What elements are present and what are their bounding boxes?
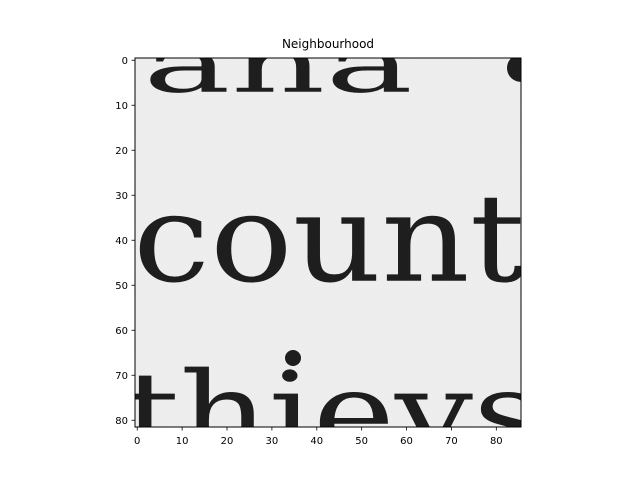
x-tick-label: 20: [221, 436, 234, 447]
image-grain: [135, 58, 521, 427]
image-text-line: count: [133, 168, 525, 310]
x-axis: 0 10 20 30 40 50 60 70 80: [134, 427, 503, 447]
y-axis: 0 10 20 30 40 50 60 70 80: [115, 56, 135, 427]
x-tick-label: 10: [176, 436, 189, 447]
image-text-line: ana: [143, 21, 413, 111]
image-area: ana count thievs: [124, 21, 544, 479]
plot-frame: [134, 57, 522, 428]
image-corner-blob: [507, 58, 521, 82]
image-dot: [285, 350, 301, 366]
chart-title: Neighbourhood: [282, 37, 374, 51]
x-tick-label: 40: [310, 436, 323, 447]
x-tick-label: 0: [134, 436, 140, 447]
x-tick-label: 50: [355, 436, 368, 447]
y-tick-label: 10: [115, 101, 128, 112]
y-tick-label: 20: [115, 146, 128, 157]
image-words: ana count thievs: [124, 21, 544, 479]
y-tick-label: 50: [115, 281, 128, 292]
y-tick-label: 40: [115, 236, 128, 247]
y-tick-label: 80: [115, 416, 128, 427]
image-text-line: thievs: [124, 349, 544, 479]
y-tick-label: 30: [115, 191, 128, 202]
x-tick-label: 70: [445, 436, 458, 447]
x-tick-label: 60: [400, 436, 413, 447]
y-tick-label: 0: [122, 56, 128, 67]
x-tick-label: 30: [266, 436, 279, 447]
y-tick-label: 70: [115, 371, 128, 382]
x-tick-label: 80: [490, 436, 503, 447]
y-tick-label: 60: [115, 326, 128, 337]
